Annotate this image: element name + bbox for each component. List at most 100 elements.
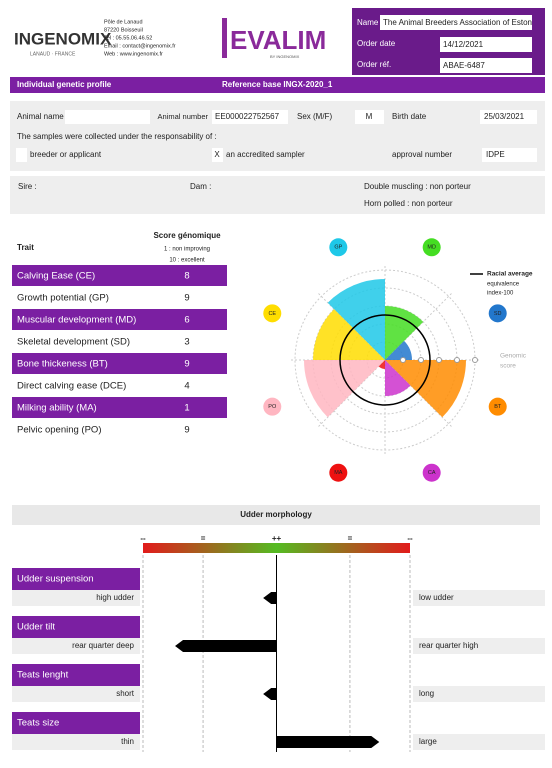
trait-bubble: [329, 238, 348, 257]
field: [440, 58, 532, 73]
field: [482, 148, 537, 162]
label: Birth date: [392, 112, 427, 121]
scale-label: ++: [272, 534, 282, 543]
trait-name: Pelvic opening (PO): [17, 425, 101, 436]
reference-circle: [339, 314, 431, 406]
address-line: Email : contact@ingenomix.fr: [104, 43, 176, 49]
legend-note: equivalence: [487, 282, 520, 288]
scale-label: =: [201, 534, 206, 543]
field: [440, 37, 532, 52]
address-line: 87220 Boisseuil: [104, 27, 143, 33]
right-label: long: [419, 689, 434, 698]
check-mark: X: [214, 150, 220, 159]
profile-title: Individual genetic profile: [17, 80, 112, 89]
score-wedge: [378, 360, 385, 369]
trait-score: 1: [184, 403, 189, 414]
right-box: [413, 590, 545, 606]
brand-sub: LANAUD · FRANCE: [30, 51, 76, 57]
right-label: rear quarter high: [419, 641, 478, 650]
trait-score: 9: [184, 293, 189, 304]
trait-bubble: [488, 304, 507, 323]
checkbox: [16, 148, 27, 162]
label: Name: [357, 18, 379, 27]
legend: Racial average: [487, 271, 533, 278]
trait-bubble: [263, 304, 282, 323]
score-wedge: [385, 340, 412, 360]
trait-bubble: [263, 397, 282, 416]
trait-heading: Trait: [17, 243, 34, 252]
row-band: [12, 397, 227, 418]
udder-bar: [175, 640, 277, 652]
right-box: [413, 638, 545, 654]
right-label: low udder: [419, 593, 454, 602]
logo-bar: [222, 18, 227, 58]
trait-name: Muscular development (MD): [17, 315, 136, 326]
row-name: Teats lenght: [17, 670, 69, 681]
trait-score: 9: [184, 425, 189, 436]
trait-abbr: BT: [494, 404, 502, 410]
scale-label: --: [140, 534, 146, 543]
label: Animal name: [17, 112, 64, 121]
row-band: [12, 309, 227, 330]
field: [212, 110, 288, 124]
score-wedge: [385, 306, 424, 360]
product-sub: BY INGENOMIX: [270, 54, 300, 59]
label: Order date: [357, 39, 396, 48]
label: Animal number: [158, 112, 209, 121]
axis-label: score: [500, 363, 516, 370]
label: Sex (M/F): [297, 112, 332, 121]
trait-name: Bone thickeness (BT): [17, 359, 108, 370]
value: 25/03/2021: [484, 112, 525, 121]
trait-bubble: [422, 238, 441, 257]
trait-name: Milking ability (MA): [17, 403, 97, 414]
profile-reference: Reference base INGX-2020_1: [222, 80, 333, 89]
label: Horn polled : non porteur: [364, 199, 453, 208]
axis-tick: [436, 357, 442, 363]
trait-score: 8: [184, 271, 189, 282]
score-wedge: [327, 279, 385, 360]
trait-score: 6: [184, 315, 189, 326]
label: Double muscling : non porteur: [364, 182, 471, 191]
trait-abbr: MA: [334, 470, 343, 476]
trait-bubble: [488, 397, 507, 416]
right-label: large: [419, 737, 437, 746]
trait-score: 4: [184, 381, 189, 392]
field: [355, 110, 384, 124]
label: breeder or applicant: [30, 150, 102, 159]
product-logo: EVALIM: [230, 25, 326, 55]
score-note: 10 : excellent: [169, 258, 205, 264]
label: Dam :: [190, 182, 211, 191]
right-box: [413, 734, 545, 750]
left-box: [12, 590, 140, 606]
value: 14/12/2021: [443, 40, 484, 49]
value: IDPE: [486, 150, 505, 159]
right-box: [413, 686, 545, 702]
row-label-box: [12, 616, 140, 638]
scale-label: =: [348, 534, 353, 543]
parent-box: [10, 176, 545, 214]
scale-label: --: [407, 534, 413, 543]
axis-tick: [400, 357, 406, 363]
value: EE000022752567: [215, 112, 280, 121]
trait-abbr: CE: [268, 311, 276, 317]
trait-name: Direct calving ease (DCE): [17, 381, 126, 392]
trait-name: Skeletal development (SD): [17, 337, 130, 348]
udder-bar: [263, 688, 277, 700]
axis-tick: [472, 357, 478, 363]
axis-tick: [418, 357, 424, 363]
trait-abbr: SD: [494, 311, 502, 317]
trait-name: Calving Ease (CE): [17, 271, 95, 282]
checkbox: [212, 148, 223, 162]
address-line: Pôle de Lanaud: [104, 19, 143, 25]
score-heading: Score génomique: [153, 231, 221, 240]
value: The Animal Breeders Association of Eston…: [383, 18, 539, 27]
row-name: Udder tilt: [17, 622, 55, 633]
left-box: [12, 734, 140, 750]
udder-title-bar: [12, 505, 540, 525]
udder-title: Udder morphology: [240, 510, 312, 519]
trait-abbr: PO: [268, 404, 277, 410]
axis-tick: [454, 357, 460, 363]
scale-ramp: [143, 543, 410, 553]
